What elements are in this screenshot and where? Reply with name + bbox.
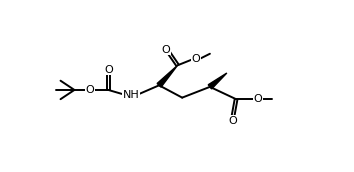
Polygon shape bbox=[208, 73, 227, 89]
Text: O: O bbox=[253, 94, 262, 104]
Text: NH: NH bbox=[123, 90, 140, 100]
Text: O: O bbox=[162, 45, 170, 55]
Text: O: O bbox=[229, 116, 238, 126]
Text: O: O bbox=[104, 65, 113, 75]
Text: O: O bbox=[85, 85, 94, 95]
Polygon shape bbox=[157, 65, 178, 87]
Text: O: O bbox=[192, 54, 200, 64]
